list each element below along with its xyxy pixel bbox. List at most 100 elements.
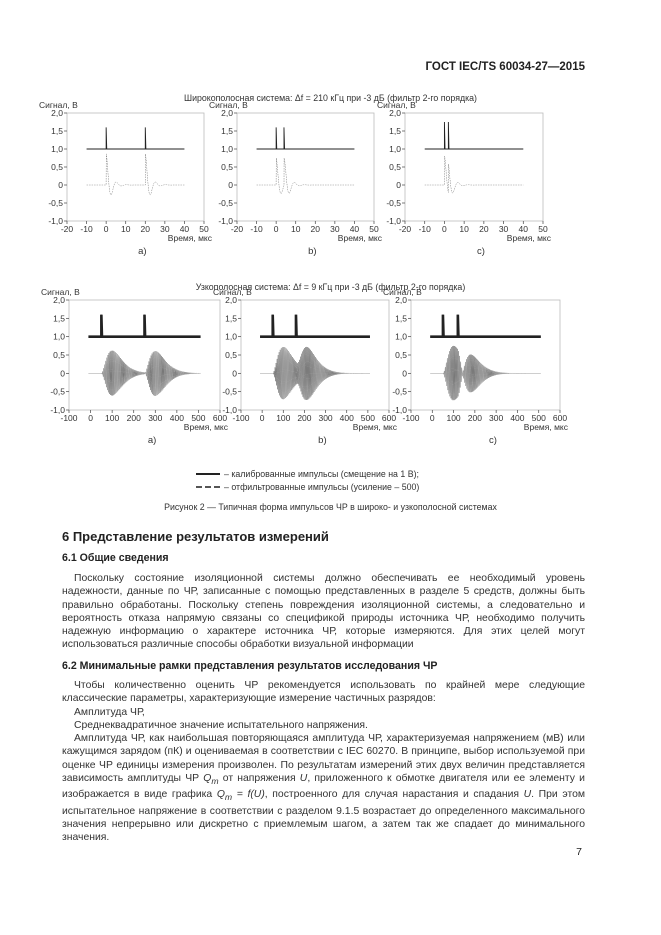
x-tick-label: 200 <box>297 413 311 423</box>
x-tick-label: 200 <box>127 413 141 423</box>
chart-wideband-b: Сигнал, В -1,0 -0,5 0 0,5 1,0 1,5 2,0 -20 -10 0 10 2… <box>192 96 419 264</box>
x-tick-label: 50 <box>199 224 209 234</box>
x-tick-label: 10 <box>121 224 131 234</box>
y-tick-label: -0,5 <box>48 198 63 208</box>
text-run: , построенного для случая нарастания и с… <box>264 789 524 801</box>
y-axis-label: Сигнал, В <box>213 287 252 297</box>
y-tick-label: 0,5 <box>225 350 237 360</box>
x-tick-label: 600 <box>553 413 567 423</box>
y-tick-label: -0,5 <box>222 387 237 397</box>
filtered-pulse-series <box>86 153 185 196</box>
y-tick-label: 1,0 <box>389 144 401 154</box>
y-tick-label: 2,0 <box>395 295 407 305</box>
y-tick-label: 2,0 <box>51 108 63 118</box>
x-tick-label: 30 <box>330 224 340 234</box>
x-axis-label: Время, мкс <box>524 422 569 432</box>
section-6-heading: 6 Представление результатов измерений <box>62 529 329 544</box>
x-tick-label: 100 <box>105 413 119 423</box>
y-axis-label: Сигнал, В <box>383 287 422 297</box>
x-tick-label: 300 <box>318 413 332 423</box>
legend-label: – отфильтрованные импульсы (усиление – 5… <box>224 482 420 492</box>
x-tick-label: 10 <box>291 224 301 234</box>
x-axis-label: Время, мкс <box>184 422 229 432</box>
filtered-pulse-series <box>260 346 370 401</box>
list-item: Среднеквадратичное значение испытательно… <box>74 719 368 731</box>
y-tick-label: 1,5 <box>221 126 233 136</box>
text-run: , приложенного к обмотке двигателя или е… <box>62 773 585 801</box>
filtered-pulse-series <box>424 155 524 194</box>
y-tick-label: -0,5 <box>50 387 65 397</box>
filtered-pulse-series <box>256 157 355 194</box>
chart-narrowband-b: Сигнал, В -1,0 -0,5 0 0,5 1,0 1,5 2,0 -100 0 100 20… <box>196 283 434 453</box>
x-tick-label: 0 <box>442 224 447 234</box>
section-6-1-heading: 6.1 Общие сведения <box>62 552 169 564</box>
x-tick-label: 400 <box>510 413 524 423</box>
y-axis-label: Сигнал, В <box>41 287 80 297</box>
x-tick-label: -100 <box>232 413 249 423</box>
document-standard-header: ГОСТ IEC/TS 60034-27—2015 <box>425 61 586 73</box>
symbol-q: Qm <box>203 773 219 787</box>
y-tick-label: -1,0 <box>386 216 401 226</box>
x-tick-label: -20 <box>399 224 412 234</box>
x-tick-label: 600 <box>213 413 227 423</box>
x-tick-label: 50 <box>369 224 379 234</box>
formula: Qm = f(U) <box>216 789 265 803</box>
legend-item-filtered: – отфильтрованные импульсы (усиление – 5… <box>196 482 419 492</box>
chart-wideband-a: Сигнал, В -1,0 -0,5 0 0,5 1,0 1,5 2,0 -20 -10 0 10 2… <box>22 96 249 264</box>
chart-wideband-c: Сигнал, В -1,0 -0,5 0 0,5 1,0 1,5 2,0 -20 -10 0 10 2… <box>360 96 588 264</box>
legend-item-calibrated: – калиброванные импульсы (смещение на 1 … <box>196 469 419 479</box>
x-tick-label: 500 <box>191 413 205 423</box>
paragraph: Амплитуда ЧР, как наибольшая повторяющая… <box>62 732 585 845</box>
y-tick-label: 1,0 <box>225 332 237 342</box>
x-tick-label: 0 <box>430 413 435 423</box>
y-axis-label: Сигнал, В <box>39 100 78 110</box>
y-tick-label: 2,0 <box>225 295 237 305</box>
calibrated-pulse-series <box>424 121 524 150</box>
x-tick-label: -100 <box>402 413 419 423</box>
x-tick-label: 30 <box>160 224 170 234</box>
legend-label: – калиброванные импульсы (смещение на 1 … <box>224 469 419 479</box>
y-tick-label: -1,0 <box>218 216 233 226</box>
y-tick-label: 1,0 <box>51 144 63 154</box>
x-tick-label: 200 <box>468 413 482 423</box>
x-tick-label: 10 <box>459 224 469 234</box>
y-tick-label: 1,0 <box>53 332 65 342</box>
x-axis-label: Время, мкс <box>353 422 398 432</box>
dashed-line-swatch <box>196 486 220 488</box>
paragraph: Чтобы количественно оценить ЧР рекоменду… <box>62 680 585 705</box>
panel-label: b) <box>308 246 316 257</box>
y-tick-label: 0 <box>228 180 233 190</box>
calibrated-pulse-series <box>256 127 355 150</box>
plot-frame <box>66 112 205 222</box>
y-tick-label: 0 <box>58 180 63 190</box>
x-tick-label: 0 <box>88 413 93 423</box>
plot-frame <box>410 299 561 411</box>
y-tick-label: 1,5 <box>395 313 407 323</box>
y-tick-label: 1,5 <box>225 313 237 323</box>
y-tick-label: 1,5 <box>53 313 65 323</box>
text-run: Амплитуда ЧР, как наибольшая повторяющая… <box>62 733 585 785</box>
y-tick-label: 1,0 <box>221 144 233 154</box>
y-tick-label: -0,5 <box>386 198 401 208</box>
y-axis-label: Сигнал, В <box>209 100 248 110</box>
x-tick-label: 300 <box>148 413 162 423</box>
x-tick-label: 40 <box>519 224 529 234</box>
x-axis-label: Время, мкс <box>338 233 383 243</box>
y-tick-label: 0 <box>60 368 65 378</box>
wideband-title: Широкополосная система: Δf = 210 кГц при… <box>184 93 477 103</box>
section-6-2-heading: 6.2 Минимальные рамки представления резу… <box>62 660 438 672</box>
y-tick-label: 0,5 <box>395 350 407 360</box>
x-tick-label: 0 <box>104 224 109 234</box>
x-tick-label: 20 <box>479 224 489 234</box>
y-tick-label: 0,5 <box>51 162 63 172</box>
solid-line-swatch <box>196 473 220 475</box>
text-run: от напряжения <box>218 773 300 785</box>
panel-label: a) <box>138 246 146 257</box>
y-tick-label: 1,0 <box>395 332 407 342</box>
x-tick-label: 0 <box>274 224 279 234</box>
list-item: Амплитуда ЧР, <box>74 706 145 718</box>
calibrated-pulse-series <box>430 314 541 338</box>
calibrated-pulse-series <box>86 127 185 150</box>
y-tick-label: 0 <box>396 180 401 190</box>
y-tick-label: 2,0 <box>221 108 233 118</box>
